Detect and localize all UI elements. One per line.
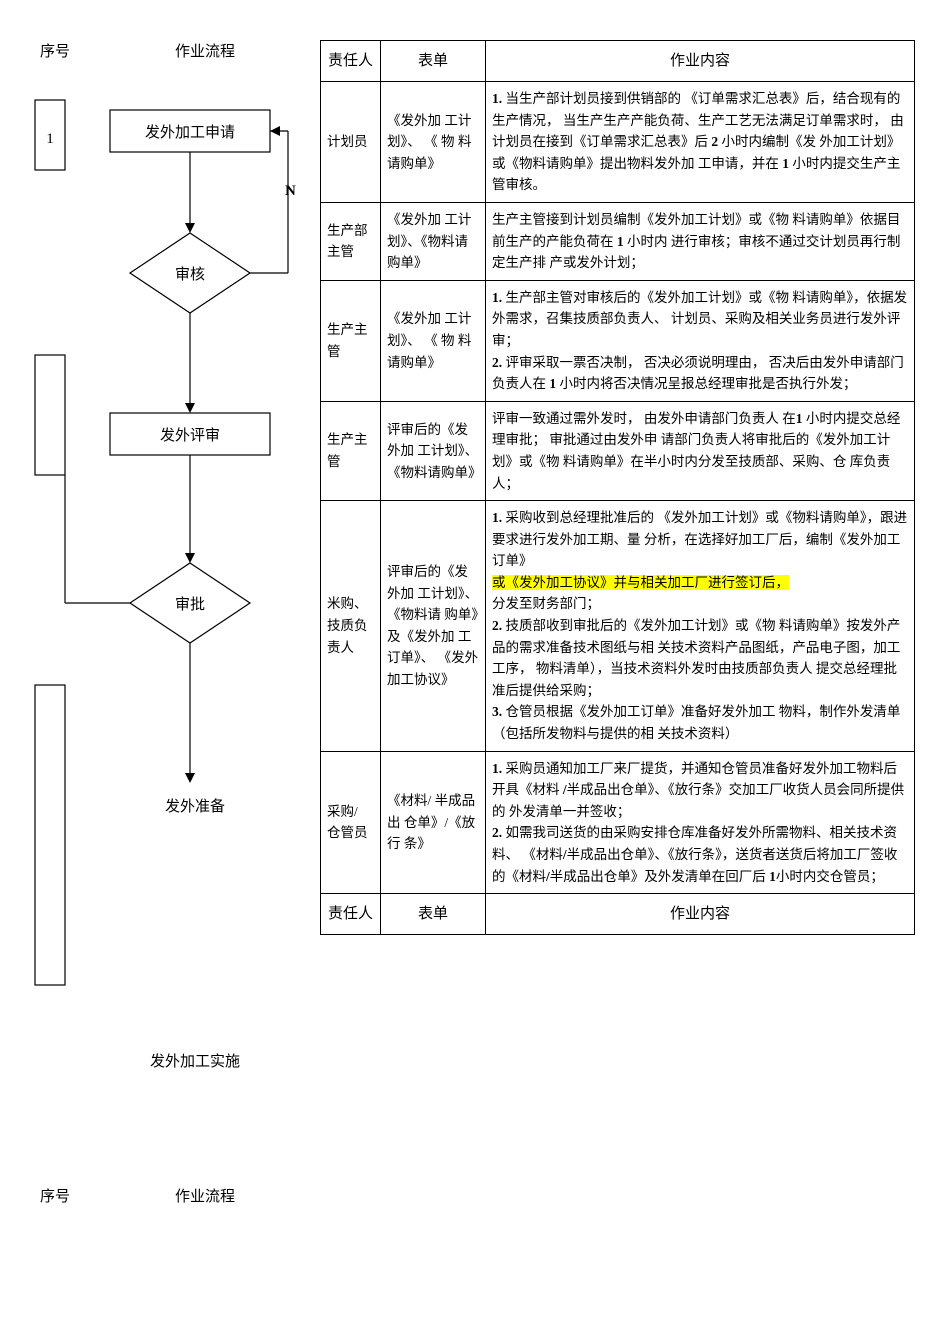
th-resp-footer: 责任人	[321, 894, 381, 935]
arrowhead-4	[185, 773, 195, 783]
cell-form: 评审后的《发外加 工计划》、《物料请 购单》及《发外加 工订单》、 《发外加工协…	[381, 501, 486, 752]
cell-form: 《发外加 工计划》、 《 物 料 请购单》	[381, 280, 486, 401]
cell-resp: 生产主 管	[321, 401, 381, 500]
node-approve-label: 审批	[175, 596, 205, 613]
cell-form: 评审后的《发外加 工计划》、《物料请购单》	[381, 401, 486, 500]
node-prepare-label: 发外准备	[100, 795, 290, 816]
th-resp: 责任人	[321, 41, 381, 82]
header-seq: 序号	[30, 40, 90, 61]
flow-header-row: 序号 作业流程	[30, 40, 320, 61]
arrowhead-n	[270, 126, 280, 136]
table-header-row: 责任人 表单 作业内容	[321, 41, 915, 82]
n-label: N	[285, 183, 296, 199]
cell-resp: 采购/ 仓管员	[321, 751, 381, 894]
table-column: 责任人 表单 作业内容 计划员 《发外加 工计划》、 《 物 料 请购单》 1.…	[320, 40, 915, 1225]
cell-resp: 计划员	[321, 82, 381, 203]
cell-content: 1. 生产部主管对审核后的《发外加工计划》或《物 料请购单》，依据发外需求，召集…	[486, 280, 915, 401]
cell-form: 《发外加 工计划》、 《 物 料 请购单》	[381, 82, 486, 203]
th-form: 表单	[381, 41, 486, 82]
seq-box-3	[35, 685, 65, 985]
cell-content: 评审一致通过需外发时， 由发外申请部门负责人 在1 小时内提交总经理审批； 审批…	[486, 401, 915, 500]
cell-content: 1. 当生产部计划员接到供销部的 《订单需求汇总表》后，结合现有的生产情况， 当…	[486, 82, 915, 203]
table-footer-row: 责任人 表单 作业内容	[321, 894, 915, 935]
seq-box-2	[35, 355, 65, 475]
table-row: 生产部主管 《发外加 工计划》、《物料请购单》 生产主管接到计划员编制《发外加工…	[321, 202, 915, 280]
seq-1: 1	[46, 131, 54, 147]
cell-resp: 米购、技质负责人	[321, 501, 381, 752]
node-apply-label: 发外加工申请	[145, 124, 235, 141]
table-row: 计划员 《发外加 工计划》、 《 物 料 请购单》 1. 当生产部计划员接到供销…	[321, 82, 915, 203]
flow-footer-row: 序号 作业流程	[30, 1185, 320, 1206]
node-audit-label: 审核	[175, 266, 205, 283]
node-impl-label: 发外加工实施	[100, 1050, 290, 1071]
cell-content: 1. 采购员通知加工厂来厂提货，并通知仓管员准备好发外加工物料后开具《材料 /半…	[486, 751, 915, 894]
flowchart-column: 序号 作业流程 1 发外加工申请 N 审核	[30, 40, 320, 1225]
table-row: 采购/ 仓管员 《材料/ 半成品出 仓单》/《放行 条》 1. 采购员通知加工厂…	[321, 751, 915, 894]
arrowhead-2	[185, 403, 195, 413]
table-body: 计划员 《发外加 工计划》、 《 物 料 请购单》 1. 当生产部计划员接到供销…	[321, 82, 915, 935]
arrowhead-1	[185, 223, 195, 233]
page-layout: 序号 作业流程 1 发外加工申请 N 审核	[30, 40, 915, 1225]
th-content-footer: 作业内容	[486, 894, 915, 935]
table-row: 生产主 管 评审后的《发外加 工计划》、《物料请购单》 评审一致通过需外发时， …	[321, 401, 915, 500]
footer-seq: 序号	[30, 1185, 90, 1206]
procedure-table: 责任人 表单 作业内容 计划员 《发外加 工计划》、 《 物 料 请购单》 1.…	[320, 40, 915, 935]
th-content: 作业内容	[486, 41, 915, 82]
cell-content: 生产主管接到计划员编制《发外加工计划》或《物 料请购单》依据目前生产的产能负荷在…	[486, 202, 915, 280]
table-row: 米购、技质负责人 评审后的《发外加 工计划》、《物料请 购单》及《发外加 工订单…	[321, 501, 915, 752]
cell-form: 《材料/ 半成品出 仓单》/《放行 条》	[381, 751, 486, 894]
footer-flow: 作业流程	[90, 1185, 320, 1206]
cell-resp: 生产部主管	[321, 202, 381, 280]
arrowhead-3	[185, 553, 195, 563]
node-review-label: 发外评审	[160, 427, 220, 444]
table-row: 生产主 管 《发外加 工计划》、 《 物 料 请购单》 1. 生产部主管对审核后…	[321, 280, 915, 401]
cell-content: 1. 采购收到总经理批准后的 《发外加工计划》或《物料请购单》，跟进要求进行发外…	[486, 501, 915, 752]
cell-resp: 生产主 管	[321, 280, 381, 401]
th-form-footer: 表单	[381, 894, 486, 935]
cell-form: 《发外加 工计划》、《物料请购单》	[381, 202, 486, 280]
header-flow: 作业流程	[90, 40, 320, 61]
